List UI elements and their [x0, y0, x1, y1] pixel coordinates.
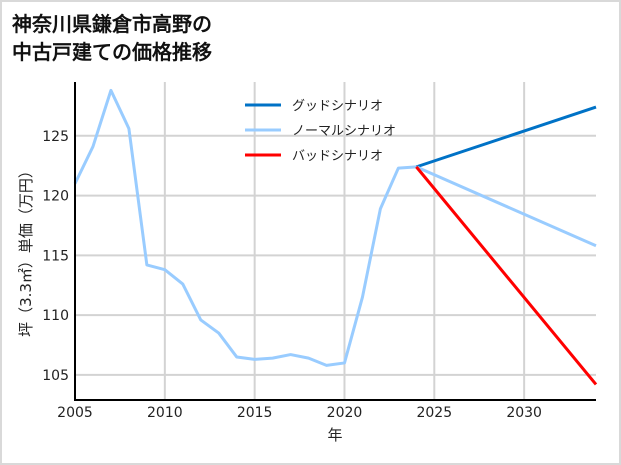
legend-normal: ノーマルシナリオ [245, 124, 396, 139]
y-tick-label: 115 [42, 248, 69, 264]
x-tick-label: 2025 [416, 405, 452, 421]
title-line-2: 中古戸建ての価格推移 [12, 40, 212, 64]
y-tick-label: 120 [42, 189, 69, 205]
x-tick-label: 2020 [327, 405, 363, 421]
x-tick-label: 2030 [506, 405, 542, 421]
x-axis-label: 年 [327, 426, 342, 444]
legend-label: バッドシナリオ [292, 149, 383, 164]
bad-scenario-line [415, 165, 598, 386]
history-line [73, 88, 417, 367]
x-tick-label: 2015 [237, 405, 273, 421]
y-axis-label: 坪（3.3㎡）単価（万円） [17, 163, 35, 337]
good-scenario-line [415, 105, 597, 169]
y-tick-labels: 105 110 115 120 125 [42, 129, 69, 384]
x-tick-label: 2005 [57, 405, 93, 421]
legend-good: グッドシナリオ [245, 99, 383, 114]
data-series [73, 88, 598, 386]
y-tick-label: 110 [42, 308, 69, 324]
title-line-1: 神奈川県鎌倉市高野の [12, 12, 212, 36]
x-tick-label: 2010 [147, 405, 183, 421]
x-tick-labels: 2005 2010 2015 2020 2025 2030 [57, 405, 542, 421]
legend-label: グッドシナリオ [292, 99, 383, 114]
axes [74, 82, 596, 401]
legend-label: ノーマルシナリオ [292, 124, 396, 139]
chart-title: 神奈川県鎌倉市高野の 中古戸建ての価格推移 [12, 10, 212, 66]
normal-scenario-line [415, 165, 597, 248]
legend-bad: バッドシナリオ [245, 149, 383, 164]
y-tick-label: 125 [42, 129, 69, 145]
y-tick-label: 105 [42, 368, 69, 384]
